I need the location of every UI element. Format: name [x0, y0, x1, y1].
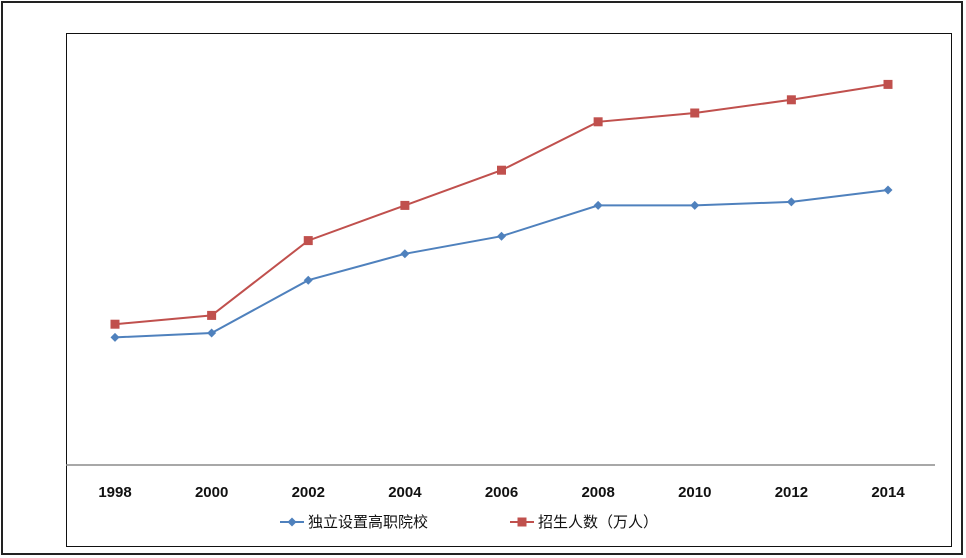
legend-marker-0 [287, 517, 297, 527]
data-point-s0-2012 [786, 197, 796, 207]
x-tick-label-2002: 2002 [292, 484, 325, 501]
x-tick-label-1998: 1998 [98, 484, 131, 501]
data-point-s0-2004 [400, 249, 410, 259]
data-point-s0-2014 [883, 185, 893, 195]
x-tick-label-2014: 2014 [871, 484, 905, 501]
legend-label-0: 独立设置高职院校 [308, 513, 428, 531]
legend: 独立设置高职院校 招生人数（万人） [280, 513, 658, 531]
x-tick-label-2010: 2010 [678, 484, 711, 501]
data-point-s1-1998 [110, 319, 120, 329]
x-tick-label-2008: 2008 [581, 484, 614, 501]
data-point-s1-2004 [400, 200, 410, 210]
data-point-s1-2002 [303, 236, 313, 246]
legend-marker-1 [517, 517, 527, 527]
data-point-s0-2008 [593, 200, 603, 210]
series-lines [110, 79, 893, 342]
x-tick-label-2012: 2012 [775, 484, 808, 501]
legend-label-1: 招生人数（万人） [538, 513, 658, 531]
data-point-s0-2000 [207, 328, 217, 338]
data-point-s0-2002 [303, 275, 313, 285]
data-point-s1-2012 [786, 95, 796, 105]
data-point-s0-2010 [690, 200, 700, 210]
x-tick-label-2004: 2004 [388, 484, 422, 501]
data-point-s1-2008 [593, 117, 603, 127]
data-point-s1-2000 [207, 310, 217, 320]
data-point-s1-2010 [690, 108, 700, 118]
data-point-s1-2014 [883, 79, 893, 89]
x-tick-label-2000: 2000 [195, 484, 228, 501]
series-line-0 [114, 189, 889, 339]
x-tick-labels: 1998 2000 2002 2004 2006 2008 2010 2012 2014 [98, 484, 905, 501]
data-point-s0-1998 [110, 332, 120, 342]
x-tick-label-2006: 2006 [485, 484, 518, 501]
series-line-1 [114, 83, 889, 326]
data-point-s0-2006 [497, 231, 506, 241]
chart-frame [66, 33, 952, 547]
data-point-s1-2006 [497, 165, 506, 175]
